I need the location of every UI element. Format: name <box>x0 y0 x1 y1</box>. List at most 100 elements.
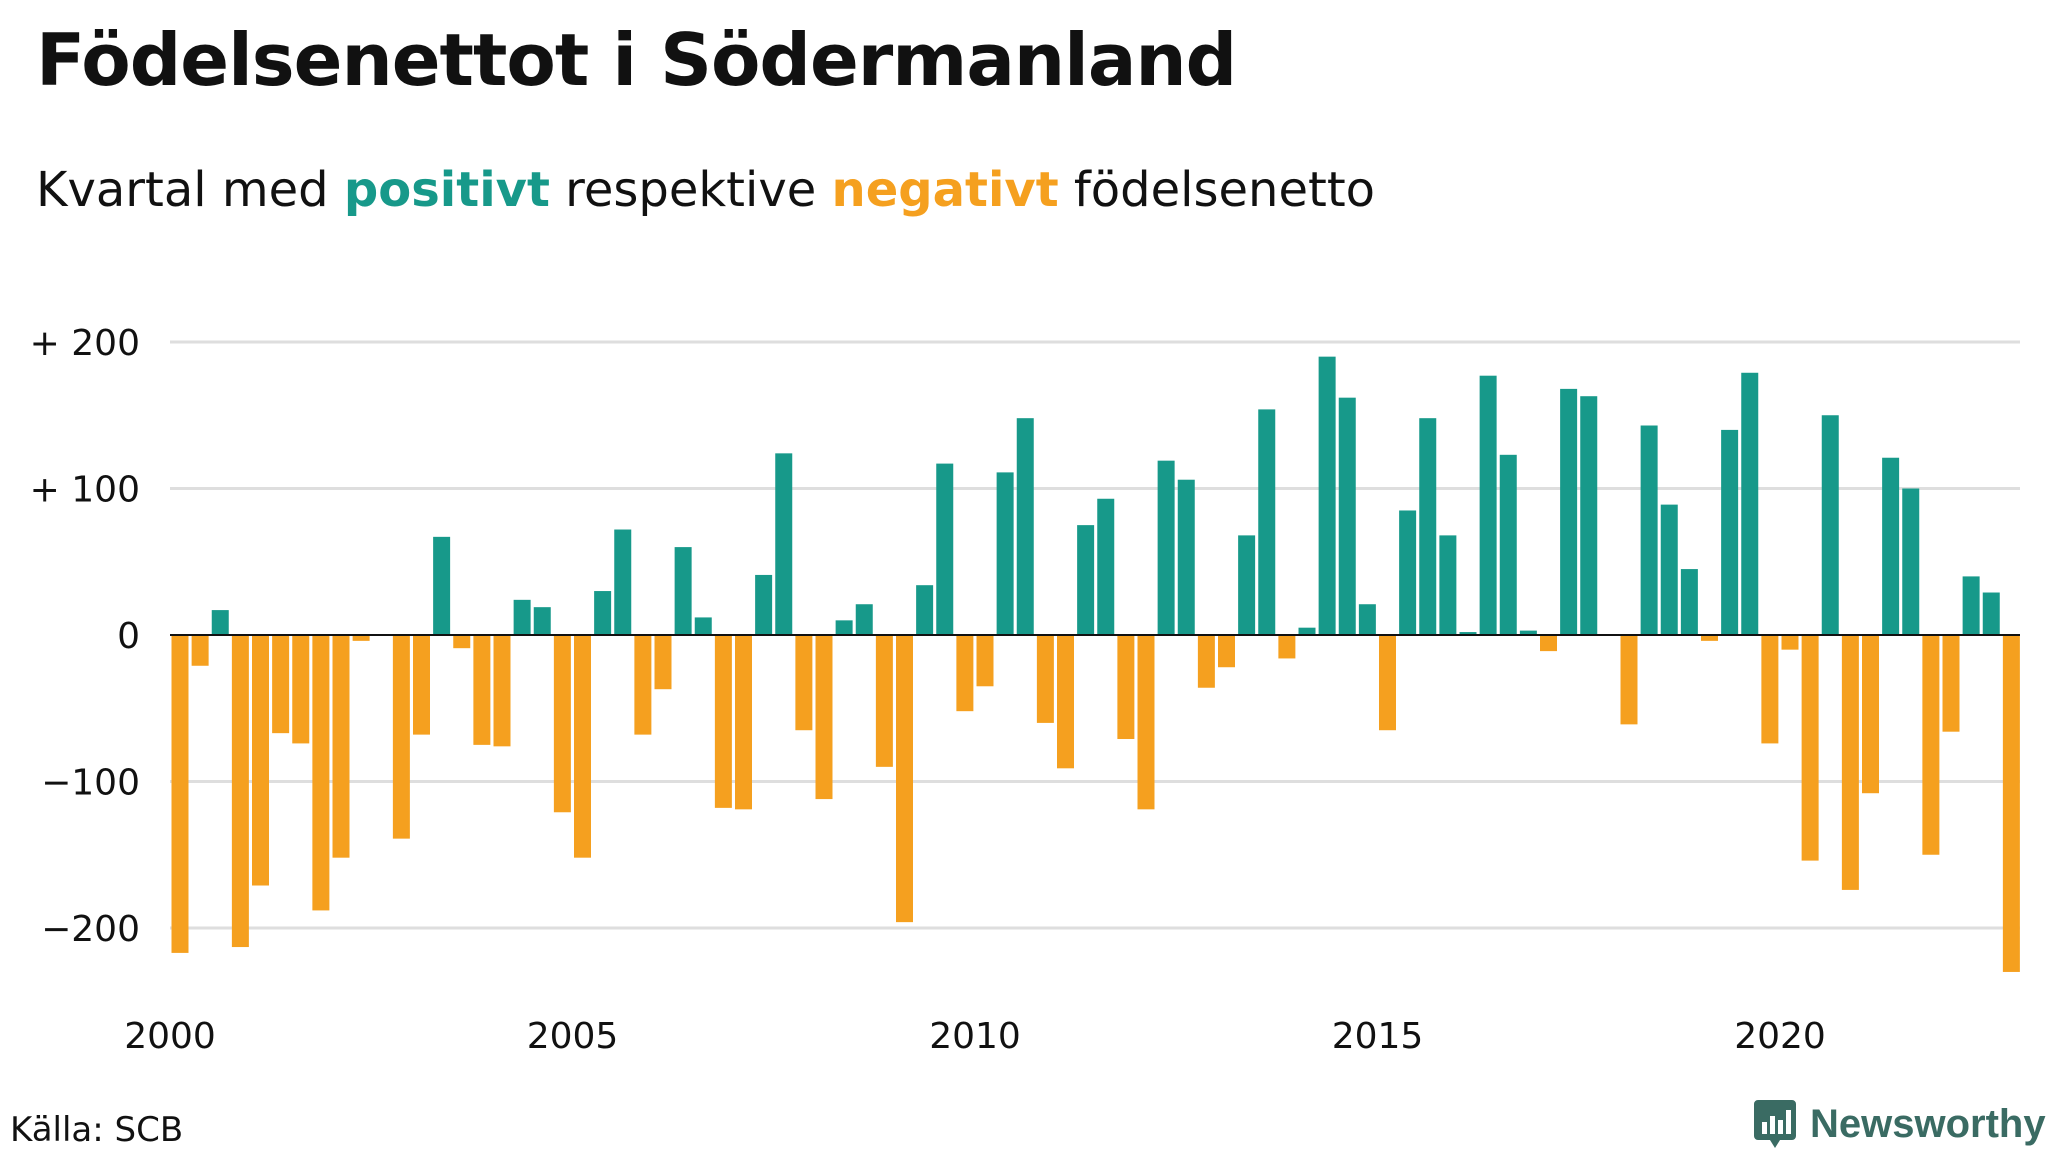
bar-positive <box>1821 415 1839 635</box>
bar-positive <box>1902 488 1920 635</box>
bar-positive <box>694 617 712 635</box>
bar-positive <box>855 604 873 635</box>
bar-positive <box>1419 418 1437 635</box>
bar-positive <box>1640 425 1658 635</box>
y-tick-label: + 100 <box>30 470 140 511</box>
bar-negative <box>272 635 290 734</box>
chart-subtitle: Kvartal med positivt respektive negativt… <box>36 162 1375 218</box>
bar-negative <box>1197 635 1215 688</box>
bar-negative <box>654 635 672 690</box>
bar-positive <box>533 607 551 635</box>
y-tick-labels: + 200 + 100 0 −100 −200 <box>30 323 140 950</box>
source-note: Källa: SCB <box>10 1110 184 1150</box>
bar-positive <box>1358 604 1376 635</box>
bar-negative <box>1841 635 1859 890</box>
bar-positive <box>513 599 531 635</box>
y-tick-label: −200 <box>41 909 140 950</box>
bar-negative <box>1761 635 1779 744</box>
bar-negative <box>1781 635 1799 650</box>
bar-negative <box>292 635 310 744</box>
bar-positive <box>1982 592 2000 635</box>
bar-negative <box>1057 635 1074 769</box>
bar-positive <box>1459 632 1477 635</box>
bar-negative <box>1540 635 1557 652</box>
bars <box>171 356 2020 972</box>
bar-negative <box>493 635 511 747</box>
bar-negative <box>191 635 209 666</box>
bar-negative <box>553 635 571 813</box>
bar-negative <box>2002 635 2020 972</box>
bar-positive <box>835 620 853 635</box>
bar-positive <box>1399 510 1417 635</box>
bar-positive <box>1580 396 1598 635</box>
bar-negative <box>714 635 732 808</box>
bar-positive <box>614 529 632 635</box>
bar-negative <box>1942 635 1960 732</box>
bar-negative <box>1218 635 1235 668</box>
bar-positive <box>674 547 692 635</box>
subtitle-suffix: födelsenetto <box>1073 162 1376 218</box>
bar-positive <box>1560 388 1578 635</box>
bar-positive <box>1097 498 1115 635</box>
bar-negative <box>1036 635 1054 723</box>
y-tick-label: + 200 <box>30 323 140 364</box>
x-tick-label: 2015 <box>1332 1016 1424 1057</box>
bar-positive <box>1741 372 1759 635</box>
bar-negative <box>312 635 330 911</box>
y-tick-label: −100 <box>41 763 140 804</box>
bar-negative <box>735 635 752 810</box>
bar-positive <box>1016 418 1034 635</box>
bar-negative <box>1801 635 1819 861</box>
bar-negative <box>413 635 430 735</box>
bar-negative <box>171 635 189 953</box>
bar-positive <box>433 536 451 635</box>
bar-negative <box>956 635 974 712</box>
x-tick-label: 2010 <box>929 1016 1021 1057</box>
bar-positive <box>1177 479 1195 635</box>
bar-negative <box>392 635 410 839</box>
bar-negative <box>453 635 471 649</box>
bar-positive <box>1298 627 1316 635</box>
bar-negative <box>815 635 833 800</box>
bar-negative <box>1922 635 1940 855</box>
x-tick-label: 2000 <box>124 1016 216 1057</box>
subtitle-prefix: Kvartal med <box>36 162 329 218</box>
bar-positive <box>1077 525 1095 635</box>
bar-positive <box>755 574 773 635</box>
brand-logo: Newsworthy <box>1752 1098 2046 1150</box>
bar-negative <box>896 635 913 923</box>
bar-negative <box>473 635 491 745</box>
bar-negative <box>231 635 249 948</box>
bar-positive <box>594 591 612 635</box>
bar-negative <box>352 635 370 641</box>
grid-lines <box>170 340 2020 930</box>
bar-positive <box>1680 569 1698 635</box>
bar-positive <box>1238 535 1256 635</box>
bar-positive <box>775 453 793 635</box>
bar-negative <box>976 635 994 687</box>
bar-positive <box>1258 409 1276 635</box>
x-tick-labels: 2000 2005 2010 2015 2020 <box>124 1016 1826 1057</box>
bar-negative <box>634 635 652 735</box>
bar-positive <box>916 585 934 635</box>
bar-negative <box>252 635 269 886</box>
bar-positive <box>1479 375 1497 635</box>
bar-positive <box>1962 576 1980 635</box>
subtitle-negative-word: negativt <box>831 162 1059 218</box>
chart-title: Födelsenettot i Södermanland <box>36 18 1237 102</box>
bar-positive <box>996 472 1014 635</box>
bar-positive <box>1882 457 1900 635</box>
bar-negative <box>574 635 591 858</box>
y-tick-label: 0 <box>117 616 140 657</box>
bar-negative <box>875 635 893 767</box>
bar-negative <box>1862 635 1879 794</box>
bar-negative <box>1620 635 1638 725</box>
x-tick-label: 2005 <box>527 1016 619 1057</box>
bar-positive <box>1499 454 1517 635</box>
bar-negative <box>332 635 350 858</box>
bar-positive <box>1439 535 1457 635</box>
x-tick-label: 2020 <box>1734 1016 1826 1057</box>
bar-positive <box>211 610 229 635</box>
bar-positive <box>1519 630 1537 635</box>
